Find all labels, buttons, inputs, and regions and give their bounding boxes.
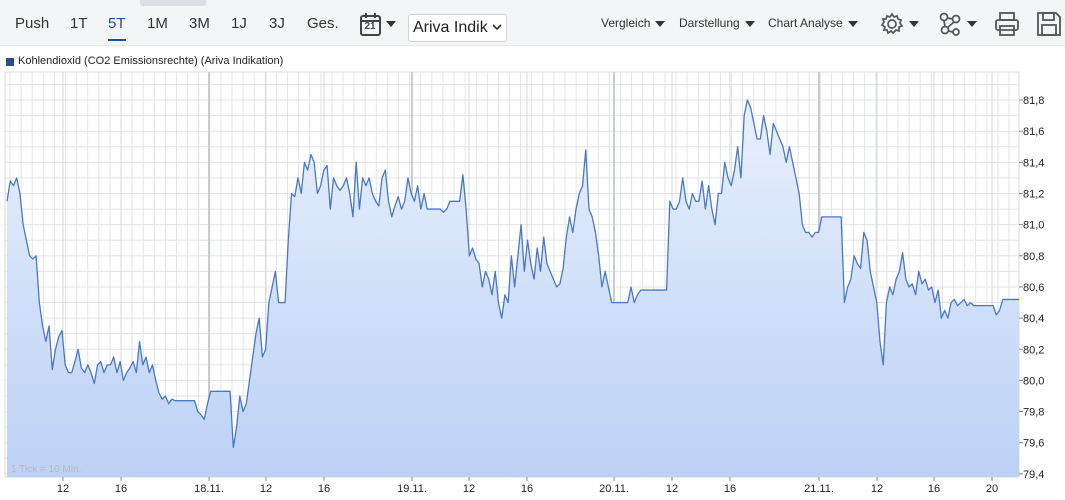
chevron-down-icon [655, 20, 666, 27]
chevron-down-icon [492, 24, 502, 31]
chart-analyse-menu[interactable]: Chart Analyse [768, 16, 858, 30]
chevron-down-icon [847, 20, 858, 27]
range-5t-button[interactable]: 5T [108, 15, 126, 32]
chart-analyse-label: Chart Analyse [768, 16, 843, 30]
price-area [7, 100, 1019, 477]
y-tick-label: 81,8 [1023, 95, 1044, 107]
range-ges-button[interactable]: Ges. [307, 15, 339, 32]
calendar-button[interactable]: 21 [359, 12, 399, 38]
price-chart[interactable]: 12 16 18.11. 12 16 19.11. 12 16 20.11. 12 16 21.11.… [0, 70, 1065, 500]
network-button[interactable] [938, 11, 982, 42]
source-select[interactable]: Ariva Indik [408, 14, 507, 42]
tick-interval-note: 1 Tick = 10 Min. [11, 464, 82, 475]
chevron-down-icon [386, 21, 396, 27]
y-tick-label: 81,4 [1023, 157, 1044, 169]
vergleich-label: Vergleich [601, 16, 651, 30]
range-1j-button[interactable]: 1J [231, 15, 247, 32]
print-icon [995, 12, 1019, 36]
x-tick-label: 16 [318, 483, 330, 495]
calendar-day: 21 [364, 21, 376, 32]
settings-button[interactable] [880, 11, 924, 42]
x-tick-label: 16 [724, 483, 736, 495]
price-line [6, 99, 1019, 449]
y-tick-label: 81,2 [1023, 189, 1044, 201]
x-tick-label: 16 [521, 483, 533, 495]
print-button[interactable] [994, 11, 1020, 42]
x-tick-label: 20 [986, 483, 998, 495]
darstellung-menu[interactable]: Darstellung [679, 16, 755, 30]
y-tick-label: 80,4 [1023, 313, 1044, 325]
range-3j-button[interactable]: 3J [269, 15, 285, 32]
range-1m-button[interactable]: 1M [147, 15, 168, 32]
legend-label: Kohlendioxid (CO2 Emissionsrechte) (Ariv… [18, 55, 284, 67]
source-select-value: Ariva Indik [413, 19, 488, 36]
legend-swatch [6, 58, 14, 66]
toolbar: Push 1T 5T 1M 3M 1J 3J Ges. 21 Ariva Ind… [0, 0, 1065, 46]
y-tick-label: 80,0 [1023, 375, 1044, 387]
y-tick-label: 80,6 [1023, 282, 1044, 294]
darstellung-label: Darstellung [679, 16, 740, 30]
y-tick-label: 81,6 [1023, 126, 1044, 138]
x-tick-label: 12 [871, 483, 883, 495]
range-push-button[interactable]: Push [15, 15, 50, 32]
y-tick-label: 80,2 [1023, 344, 1044, 356]
save-button[interactable] [1036, 11, 1062, 42]
network-icon [939, 12, 977, 36]
range-1t-button[interactable]: 1T [70, 15, 88, 32]
tab-notch [140, 0, 206, 6]
y-tick-label: 80,8 [1023, 251, 1044, 263]
range-3m-button[interactable]: 3M [189, 15, 210, 32]
y-tick-label: 81,0 [1023, 220, 1044, 232]
x-tick-label: 20.11. [599, 483, 629, 495]
x-tick-label: 18.11. [194, 483, 224, 495]
save-icon [1037, 12, 1061, 36]
vergleich-menu[interactable]: Vergleich [601, 16, 666, 30]
x-tick-label: 19.11. [397, 483, 427, 495]
x-tick-label: 16 [115, 483, 127, 495]
y-tick-label: 79,8 [1023, 407, 1044, 419]
active-range-indicator [108, 39, 126, 41]
x-tick-label: 12 [463, 483, 475, 495]
x-tick-label: 12 [57, 483, 69, 495]
x-tick-label: 12 [260, 483, 272, 495]
calendar-icon [360, 13, 381, 36]
settings-icon [880, 12, 919, 35]
chevron-down-icon [744, 20, 755, 27]
x-tick-label: 12 [666, 483, 678, 495]
x-tick-label: 16 [928, 483, 940, 495]
x-tick-label: 21.11. [804, 483, 834, 495]
y-tick-label: 79,4 [1023, 469, 1044, 481]
y-tick-label: 79,6 [1023, 438, 1044, 450]
